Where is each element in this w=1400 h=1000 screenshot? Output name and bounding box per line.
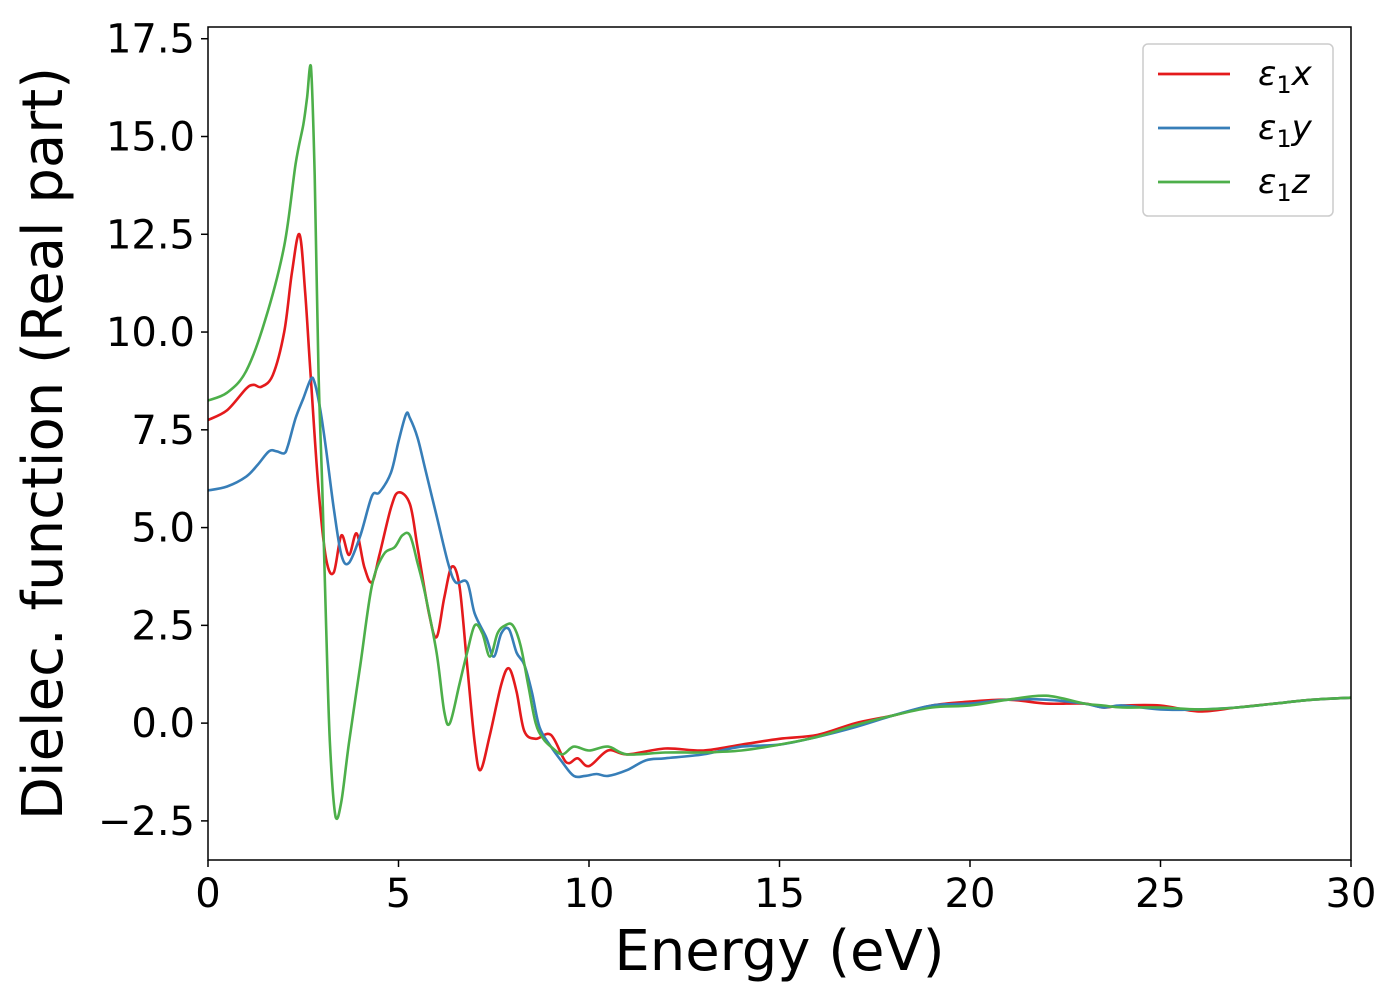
y-tick-label: 10.0 xyxy=(106,310,195,356)
series-line-2 xyxy=(208,376,1351,779)
series-line-3 xyxy=(208,64,1351,821)
x-tick-label: 30 xyxy=(1326,871,1377,917)
y-tick-label: 7.5 xyxy=(131,408,195,454)
legend-entries: ε1x ε1y ε1z xyxy=(1158,54,1313,207)
x-tick-label: 25 xyxy=(1135,871,1186,917)
y-tick-label: 5.0 xyxy=(131,506,195,552)
legend-label-2: ε1y xyxy=(1258,108,1313,153)
y-tick-label: 15.0 xyxy=(106,115,195,161)
x-axis-title: Energy (eV) xyxy=(614,919,944,984)
legend-box xyxy=(1142,43,1334,217)
y-tick-label: 12.5 xyxy=(106,212,195,258)
x-tick-label: 5 xyxy=(386,871,411,917)
ticks-layer: 0 5 10 15 20 25 30 −2.5 0.0 2.5 5.0 7.5 10.0 12.5 15.0… xyxy=(98,17,1377,917)
y-tick-label: 0.0 xyxy=(131,701,195,747)
y-axis-title: Dielec. function (Real part) xyxy=(11,67,76,820)
x-tick-label: 0 xyxy=(195,871,220,917)
y-tick-label: 2.5 xyxy=(131,603,195,649)
x-tick-label: 10 xyxy=(564,871,615,917)
x-tick-label: 20 xyxy=(945,871,996,917)
legend-label-3: ε1z xyxy=(1258,162,1311,207)
legend-label-1: ε1x xyxy=(1258,54,1313,99)
series-layer xyxy=(208,64,1351,821)
legend: ε1x ε1y ε1z xyxy=(1142,43,1334,217)
series-line-1 xyxy=(208,232,1351,772)
x-tick-label: 15 xyxy=(754,871,805,917)
y-tick-label: −2.5 xyxy=(98,799,195,845)
y-tick-label: 17.5 xyxy=(106,17,195,63)
